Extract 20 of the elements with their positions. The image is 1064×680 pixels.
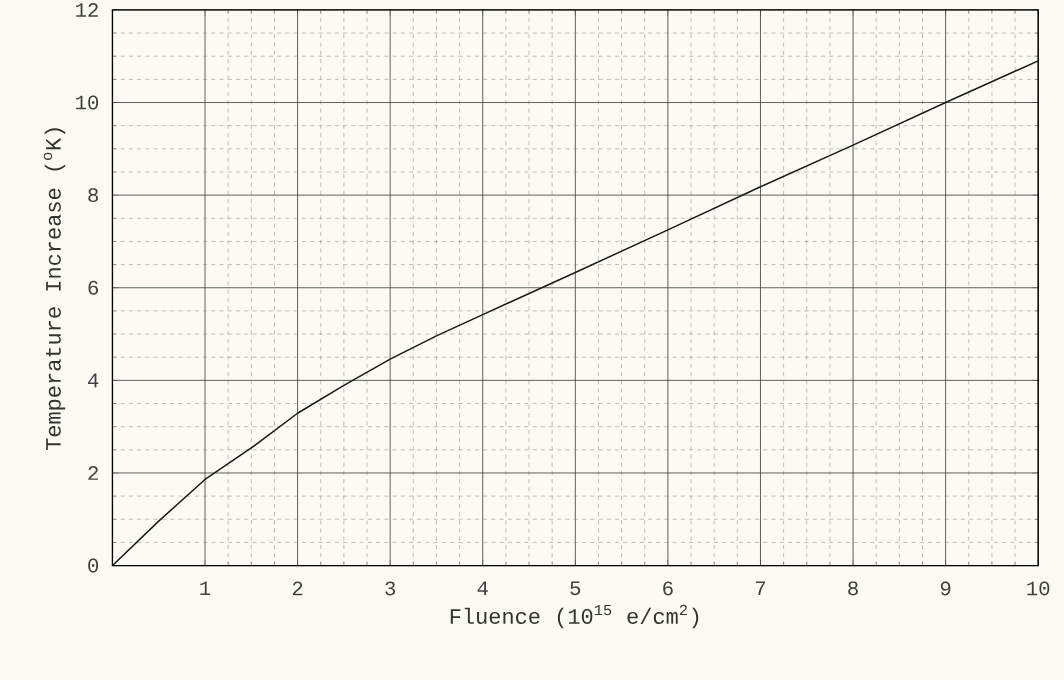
y-axis-title: Temperature Increase ($^{o}$K) bbox=[43, 128, 66, 451]
y-tick-label: 4 bbox=[88, 373, 99, 388]
line-series bbox=[112, 60, 1039, 566]
x-tick-label: 1 bbox=[200, 581, 211, 596]
x-axis-title: Fluence (10$^{15}$ e/cm$^{2}$) bbox=[450, 604, 699, 629]
y-tick-label: 8 bbox=[88, 188, 98, 203]
x-tick-label: 10 bbox=[1027, 581, 1050, 596]
x-tick-label: 3 bbox=[385, 581, 396, 596]
x-tick-label: 6 bbox=[663, 581, 673, 596]
x-tick-label: 9 bbox=[940, 581, 951, 596]
y-tick-label: 0 bbox=[88, 558, 99, 573]
y-tick-label: 12 bbox=[76, 3, 98, 17]
y-tick-label: 10 bbox=[76, 95, 99, 110]
y-tick-label: 2 bbox=[88, 466, 98, 481]
x-tick-label: 7 bbox=[755, 581, 766, 596]
y-tick-label: 6 bbox=[88, 280, 99, 295]
x-tick-label: 5 bbox=[570, 581, 581, 596]
x-tick-label: 8 bbox=[848, 581, 858, 596]
x-tick-label: 2 bbox=[292, 581, 303, 596]
x-tick-label: 4 bbox=[477, 581, 488, 596]
